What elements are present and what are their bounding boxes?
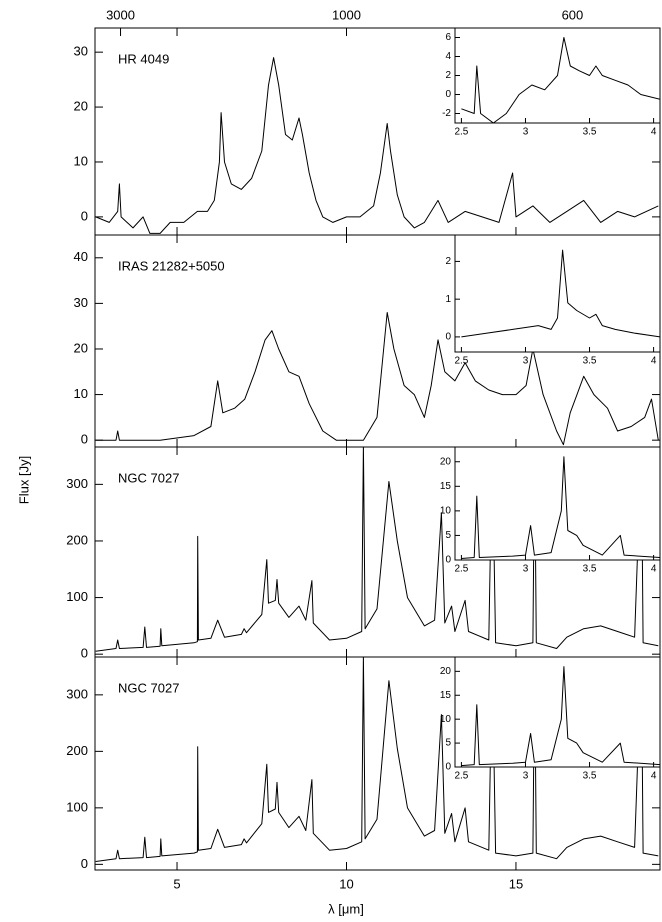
inset-y-tick-label: 15	[440, 690, 452, 701]
y-tick-label: 200	[66, 532, 88, 547]
panel-label: NGC 7027	[118, 470, 179, 485]
spectrum	[461, 37, 660, 123]
y-tick-label: 0	[81, 856, 88, 871]
inset-frame	[454, 656, 661, 768]
y-tick-label: 0	[81, 432, 88, 447]
inset-y-tick-label: 1	[445, 294, 451, 305]
inset-y-tick-label: 0	[445, 555, 451, 566]
x-tick-label: 5	[173, 876, 180, 891]
y-tick-label: 300	[66, 476, 88, 491]
y-tick-label: 100	[66, 799, 88, 814]
inset-background	[455, 447, 660, 560]
inset-y-tick-label: 15	[440, 481, 452, 492]
inset-y-tick-label: 2	[445, 256, 451, 267]
inset-x-tick-label: 3	[523, 564, 529, 575]
inset-y-tick-label: 0	[445, 89, 451, 100]
y-tick-label: 10	[74, 386, 88, 401]
spectrum	[461, 249, 660, 338]
x-axis-label: λ [μm]	[328, 901, 364, 916]
inset-x-tick-label: 4	[651, 356, 657, 367]
panel-label: NGC 7027	[118, 680, 179, 695]
inset-x-tick-label: 3.5	[583, 771, 597, 782]
x2-tick-label: 3000	[106, 7, 135, 22]
inset-x-tick-label: 4	[651, 771, 657, 782]
inset-background	[455, 235, 660, 352]
x-tick-label: 10	[339, 876, 353, 891]
y-tick-label: 10	[74, 153, 88, 168]
inset-frame	[454, 446, 661, 561]
panel-label: IRAS 21282+5050	[118, 258, 225, 273]
inset-y-tick-label: 20	[440, 666, 452, 677]
inset-x-tick-label: 2.5	[454, 356, 468, 367]
spectrum	[95, 312, 659, 446]
y-tick-label: 300	[66, 686, 88, 701]
inset-y-tick-label: 10	[440, 714, 452, 725]
y-axis-label: Flux [Jy]	[16, 456, 31, 504]
inset-x-tick-label: 3.5	[583, 127, 597, 138]
spectrum	[461, 456, 660, 559]
inset-x-tick-label: 3	[523, 356, 529, 367]
y-tick-label: 20	[74, 340, 88, 355]
y-tick-label: 40	[74, 249, 88, 264]
inset-y-tick-label: -2	[442, 108, 451, 119]
y-tick-label: 0	[81, 646, 88, 661]
inset-x-tick-label: 3	[523, 771, 529, 782]
x2-tick-label: 1000	[332, 7, 361, 22]
inset-y-tick-label: 4	[445, 51, 451, 62]
inset-x-tick-label: 3	[523, 127, 529, 138]
panel-label: HR 4049	[118, 51, 169, 66]
inset-x-tick-label: 3.5	[583, 356, 597, 367]
spectrum	[461, 666, 660, 767]
inset-y-tick-label: 5	[445, 530, 451, 541]
inset-y-tick-label: 6	[445, 32, 451, 43]
inset-x-tick-label: 2.5	[454, 127, 468, 138]
inset-x-tick-label: 2.5	[454, 771, 468, 782]
inset-y-tick-label: 2	[445, 70, 451, 81]
inset-x-tick-label: 4	[651, 127, 657, 138]
inset-x-tick-label: 3.5	[583, 564, 597, 575]
inset-y-tick-label: 0	[445, 762, 451, 773]
x-tick-label: 15	[509, 876, 523, 891]
inset-y-tick-label: 5	[445, 738, 451, 749]
inset-y-tick-label: 20	[440, 456, 452, 467]
inset-frame	[454, 234, 661, 353]
y-tick-label: 30	[74, 295, 88, 310]
x2-tick-label: 600	[562, 7, 584, 22]
inset-x-tick-label: 4	[651, 564, 657, 575]
inset-y-tick-label: 0	[445, 332, 451, 343]
y-tick-label: 200	[66, 743, 88, 758]
y-tick-label: 100	[66, 589, 88, 604]
y-tick-label: 20	[74, 99, 88, 114]
inset-x-tick-label: 2.5	[454, 564, 468, 575]
inset-background	[455, 657, 660, 767]
y-tick-label: 30	[74, 44, 88, 59]
spectrum	[95, 57, 659, 234]
inset-y-tick-label: 10	[440, 506, 452, 517]
y-tick-label: 0	[81, 208, 88, 223]
